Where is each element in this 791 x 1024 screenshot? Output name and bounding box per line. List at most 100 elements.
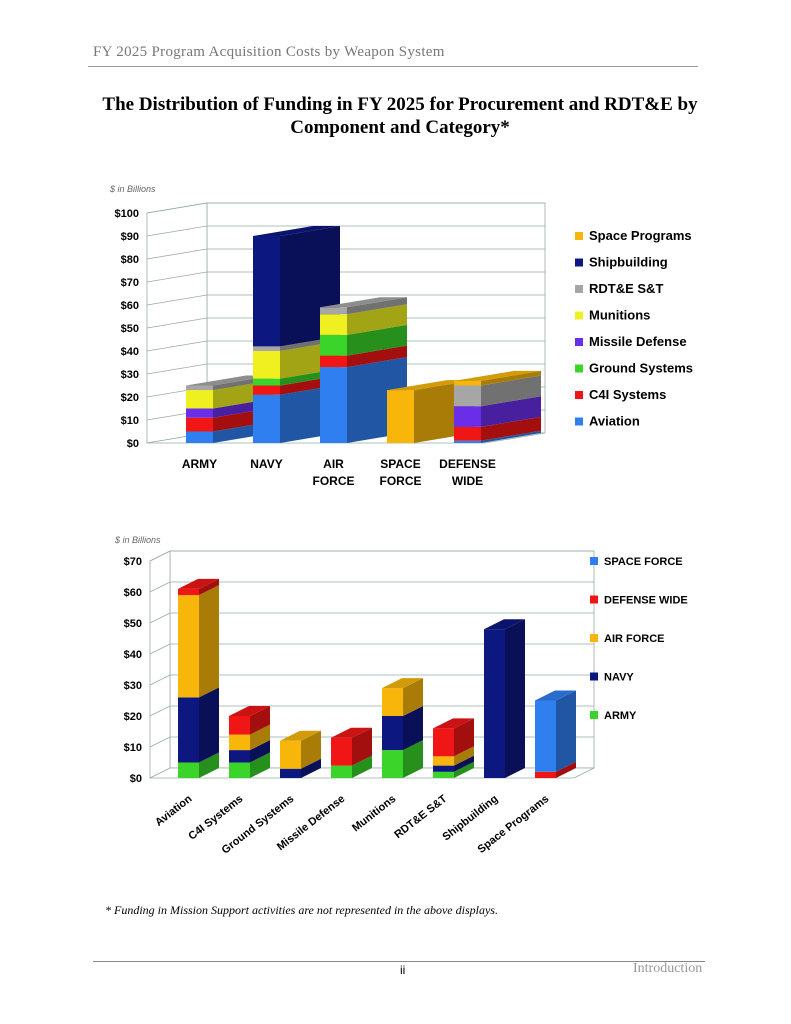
bar-aviation-defense-wide-top: [178, 578, 219, 589]
side-wall: [149, 550, 171, 779]
bar-rdt-e-s-t-air-force: [433, 756, 454, 766]
x-tick-label: NAVY: [250, 457, 282, 471]
bar-c4i-systems-air-force: [229, 734, 250, 751]
bar-munitions-army-side: [403, 740, 423, 778]
x-tick-label: ARMY: [182, 457, 217, 471]
legend-label-army: ARMY: [604, 710, 637, 722]
y-tick-label: $20: [124, 711, 142, 723]
legend-swatch-missile-defense: [575, 338, 583, 346]
x-tick-label: DEFENSE: [439, 457, 496, 471]
bar-navy-c4i-systems: [253, 385, 280, 395]
bar-defense-wide-c4i-systems-side: [481, 416, 541, 441]
y-tick-label: $60: [124, 587, 142, 599]
x-tick-label: WIDE: [452, 474, 483, 488]
category-funding-chart: $ in Billions $0 $10 $20 $30 $40 $50 $60 $70 Avia…: [114, 535, 688, 857]
legend-swatch-army: [590, 711, 598, 719]
bar-aviation-air-force: [178, 595, 199, 698]
bar-shipbuilding-navy-side: [505, 619, 525, 778]
bar-missile-defense-defense-wide: [331, 737, 352, 766]
bar-space-force-space-programs-top: [387, 380, 474, 391]
bar-defense-wide-space-programs: [454, 380, 481, 386]
bar-defense-wide-rdt-e-s-t-side: [481, 375, 541, 407]
bar-air-force-ground-systems-side: [347, 324, 407, 356]
legend-swatch-munitions: [575, 311, 583, 320]
gridline: [149, 612, 594, 624]
bar-c4i-systems-defense-wide-top: [229, 706, 270, 716]
bar-defense-wide-missile-defense: [454, 406, 481, 427]
bar-missile-defense-army-side: [352, 755, 372, 778]
section-name: Introduction: [633, 961, 703, 976]
x-tick-label: Aviation: [153, 793, 194, 829]
gridline: [149, 550, 594, 562]
bar-ground-systems-air-force: [280, 740, 301, 769]
bar-rdt-e-s-t-army: [433, 771, 454, 778]
bar-aviation-army-side: [199, 752, 219, 778]
bar-ground-systems-air-force-side: [301, 730, 321, 769]
gridline: [146, 317, 545, 329]
bar-munitions-navy-side: [403, 706, 423, 751]
bar-aviation-defense-wide-side: [199, 578, 219, 596]
bar-air-force-rdt-e-s-t: [320, 307, 347, 315]
y-tick-label: $80: [121, 254, 139, 266]
bar-rdt-e-s-t-defense-wide-top: [433, 718, 474, 729]
legend-swatch-air-force: [590, 634, 598, 642]
bar-navy-rdt-e-s-t: [253, 346, 280, 351]
y-tick-label: $40: [121, 346, 139, 358]
bar-navy-aviation: [253, 394, 280, 443]
bar-ground-systems-navy-side: [301, 758, 321, 778]
bar-space-programs-space-force: [535, 700, 556, 772]
bar-navy-shipbuilding-top: [253, 226, 340, 236]
footer-rule: [93, 961, 705, 962]
bar-air-force-rdt-e-s-t-top: [320, 297, 407, 308]
legend-swatch-shipbuilding: [575, 258, 583, 267]
legend-label-navy: NAVY: [604, 672, 634, 684]
legend-swatch-defense-wide: [590, 595, 598, 604]
header-rule: [88, 66, 698, 67]
bar-c4i-systems-air-force-side: [250, 724, 270, 751]
bar-shipbuilding-navy: [484, 629, 505, 778]
bar-navy-ground-systems: [253, 378, 280, 386]
bar-army-rdt-e-s-t-top: [186, 375, 273, 386]
bar-space-force-space-programs: [387, 390, 414, 443]
x-tick-label: AIR: [323, 457, 344, 471]
component-funding-chart: $ in Billions $0 $10 $20 $30 $40 $50 $60 $70 $80 $…: [109, 184, 693, 488]
bar-air-force-aviation: [320, 367, 347, 443]
bar-rdt-e-s-t-navy-side: [454, 755, 474, 772]
bar-aviation-defense-wide: [178, 588, 199, 596]
bar-air-force-c4i-systems-side: [347, 345, 407, 368]
bar-c4i-systems-navy-side: [250, 740, 270, 763]
y-tick-label: $50: [124, 618, 142, 630]
bar-ground-systems-air-force-top: [280, 730, 321, 741]
y-tick-label: $30: [121, 369, 139, 381]
bar-space-programs-defense-wide: [535, 771, 556, 778]
y-tick-label: $70: [124, 556, 142, 568]
bar-aviation-navy: [178, 697, 199, 763]
legend-label-shipbuilding: Shipbuilding: [589, 255, 668, 270]
gridline: [146, 225, 545, 237]
bar-air-force-munitions-side: [347, 304, 407, 335]
y-tick-label: $10: [124, 742, 142, 754]
bar-navy-munitions: [253, 351, 280, 379]
bar-navy-shipbuilding: [253, 236, 280, 347]
bar-air-force-c4i-systems: [320, 355, 347, 368]
unit-label: $ in Billions: [114, 535, 161, 545]
gridline: [146, 340, 545, 352]
bar-army-missile-defense: [186, 408, 213, 418]
bar-shipbuilding-navy-top: [484, 619, 525, 630]
legend-swatch-ground-systems: [575, 364, 583, 373]
bar-rdt-e-s-t-air-force-side: [454, 746, 474, 766]
y-tick-label: $20: [121, 392, 139, 404]
running-header: FY 2025 Program Acquisition Costs by Wea…: [93, 44, 445, 60]
y-tick-label: $0: [127, 438, 139, 450]
bar-munitions-air-force: [382, 688, 403, 716]
y-tick-label: $30: [124, 680, 142, 692]
y-tick-label: $40: [124, 649, 142, 661]
bar-defense-wide-rdt-e-s-t: [454, 385, 481, 407]
legend-swatch-rdt-e-s-t: [575, 285, 583, 293]
legend-label-defense-wide: DEFENSE WIDE: [604, 595, 688, 607]
bar-defense-wide-aviation: [454, 440, 481, 443]
footnote: * Funding in Mission Support activities …: [105, 903, 498, 917]
legend-label-munitions: Munitions: [589, 308, 650, 323]
legend-label-c4i-systems: C4I Systems: [589, 387, 666, 402]
page-number: ii: [400, 963, 406, 977]
